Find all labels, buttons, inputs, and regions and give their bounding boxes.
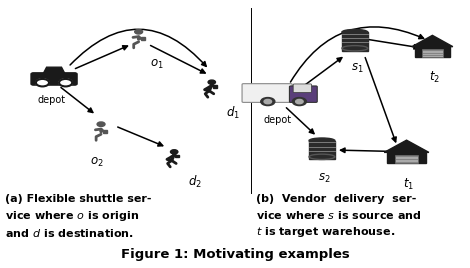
Bar xyxy=(213,85,217,88)
Circle shape xyxy=(264,99,272,104)
Bar xyxy=(395,155,418,163)
Text: depot: depot xyxy=(263,115,291,125)
Bar xyxy=(175,155,180,158)
Circle shape xyxy=(292,98,306,106)
Circle shape xyxy=(59,79,72,87)
Bar xyxy=(422,49,443,57)
Text: $s_1$: $s_1$ xyxy=(351,62,363,75)
Circle shape xyxy=(36,79,49,87)
Ellipse shape xyxy=(309,154,335,159)
Circle shape xyxy=(261,98,275,106)
FancyBboxPatch shape xyxy=(293,84,312,92)
Circle shape xyxy=(208,80,215,84)
Polygon shape xyxy=(412,35,453,47)
FancyBboxPatch shape xyxy=(290,86,317,102)
Circle shape xyxy=(135,29,142,34)
Text: $d_2$: $d_2$ xyxy=(188,174,202,190)
Circle shape xyxy=(296,99,303,104)
Text: depot: depot xyxy=(38,95,66,105)
Ellipse shape xyxy=(342,29,368,35)
Text: $t_1$: $t_1$ xyxy=(403,177,415,192)
Bar xyxy=(141,37,145,40)
Text: Figure 1: Motivating examples: Figure 1: Motivating examples xyxy=(121,248,349,261)
Polygon shape xyxy=(42,67,66,75)
FancyBboxPatch shape xyxy=(242,84,292,102)
Text: (a) Flexible shuttle ser-
vice where $o$ is origin
and $d$ is destination.: (a) Flexible shuttle ser- vice where $o$… xyxy=(5,194,151,239)
Ellipse shape xyxy=(309,138,335,143)
Polygon shape xyxy=(384,140,429,152)
Bar xyxy=(309,141,335,159)
Circle shape xyxy=(171,150,178,154)
Bar xyxy=(342,32,368,51)
Bar xyxy=(415,46,450,57)
Text: $d_1$: $d_1$ xyxy=(226,105,240,121)
Ellipse shape xyxy=(342,46,368,51)
Text: $o_1$: $o_1$ xyxy=(150,58,164,71)
FancyBboxPatch shape xyxy=(31,73,77,85)
Circle shape xyxy=(97,122,105,126)
Text: (b)  Vendor  delivery  ser-
vice where $s$ is source and
$t$ is target warehouse: (b) Vendor delivery ser- vice where $s$ … xyxy=(256,194,422,239)
Text: $o_2$: $o_2$ xyxy=(90,155,103,169)
Bar xyxy=(103,130,107,133)
Text: $t_2$: $t_2$ xyxy=(429,70,440,85)
Bar xyxy=(387,152,426,163)
Text: $s_2$: $s_2$ xyxy=(318,172,330,185)
